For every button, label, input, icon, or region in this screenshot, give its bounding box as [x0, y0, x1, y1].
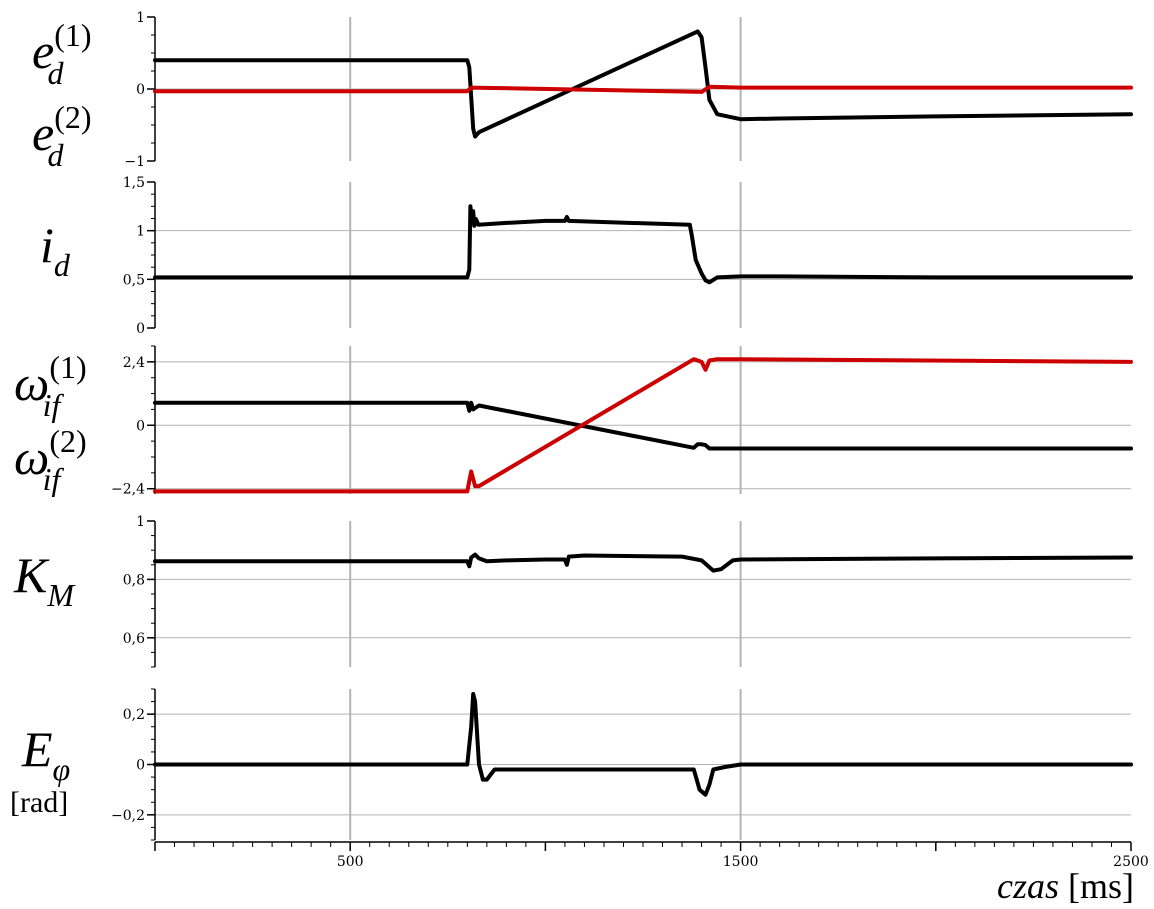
y-tick-label: −1 [124, 154, 145, 170]
y-axis-unit: [rad] [10, 786, 68, 819]
series-label-3-2: ω(2) if [14, 423, 87, 497]
y-axis-label-4-sub: M [46, 577, 76, 613]
y-tick-label: 0 [136, 418, 145, 434]
series-label-1-1-sub: d [48, 55, 65, 91]
panel-3: −2,402,4ω(1) ifω(2) if [14, 345, 1133, 498]
y-tick-label: 1 [136, 10, 145, 26]
panel-2: 0 0,5 1 1,5 id [40, 175, 1133, 337]
y-axis-label-4: KM [13, 547, 76, 613]
series-label-3-1-base: ω [14, 355, 49, 411]
panel-4: 0,6 0,8 1 KM [13, 514, 1133, 668]
x-axis-label-spacer [1059, 866, 1068, 906]
series-label-3-2-base: ω [14, 429, 49, 485]
series-label-1-2-base: e [32, 105, 54, 161]
series-label-3-2-sub: if [43, 461, 65, 497]
x-tick-label: 500 [337, 854, 364, 870]
series-label-1-1: e(1) d [32, 17, 92, 91]
series-line-5-1 [153, 692, 1133, 797]
panel-5: −0,2 0 0,2 Eφ[rad] [10, 688, 1133, 841]
y-tick-label: 0 [136, 82, 145, 98]
x-tick-label: 1500 [723, 854, 759, 870]
y-tick-label: −2,4 [111, 482, 145, 498]
y-tick-label: 0,6 [123, 631, 145, 647]
y-axis-label-2: id [40, 217, 71, 283]
series-label-3-1-sup: (1) [49, 349, 86, 385]
series-label-1-1-base: e [32, 23, 54, 79]
series-line-4-1 [153, 552, 1133, 573]
y-tick-label: 0,2 [123, 707, 145, 723]
x-axis-label-unit: [ms] [1068, 866, 1134, 906]
series-line-1-1 [153, 29, 1133, 139]
x-axis-label: czas [ms] [997, 866, 1134, 906]
y-tick-label: 2,4 [123, 355, 145, 371]
y-axis-label-2-sub: d [54, 247, 71, 283]
x-axis: 500 1500 2500 [154, 841, 1149, 870]
y-tick-label: 1 [136, 224, 145, 240]
y-tick-label: 0 [136, 321, 145, 337]
series-label-1-2-sub: d [48, 137, 65, 173]
y-axis-label-5-base: E [21, 721, 53, 777]
y-tick-label: 0,5 [123, 272, 145, 288]
y-tick-label: −0,2 [111, 808, 145, 824]
series-label-1-2-sup: (2) [54, 99, 91, 135]
y-axis-label-4-base: K [13, 547, 50, 603]
series-line-2-1 [153, 204, 1133, 285]
series-line-3-2 [153, 357, 1133, 494]
y-axis-label-2-base: i [40, 217, 54, 273]
series-label-3-2-sup: (2) [49, 423, 86, 459]
series-label-3-1: ω(1) if [14, 349, 87, 423]
y-tick-label: 0 [136, 758, 145, 774]
x-tick-label: 2500 [1113, 854, 1149, 870]
series-line-3-1 [153, 400, 1133, 451]
x-axis-label-name: czas [997, 866, 1059, 906]
y-axis-label-5: Eφ [21, 721, 70, 787]
y-axis-label-5-sub: φ [53, 751, 71, 787]
series-label-1-1-sup: (1) [54, 17, 91, 53]
series-label-3-1-sub: if [43, 387, 65, 423]
series-label-1-2: e(2) d [32, 99, 92, 173]
y-tick-label: 1 [136, 514, 145, 530]
y-tick-label: 1,5 [123, 175, 145, 191]
y-tick-label: 0,8 [123, 572, 145, 588]
series-line-1-2 [153, 84, 1133, 94]
